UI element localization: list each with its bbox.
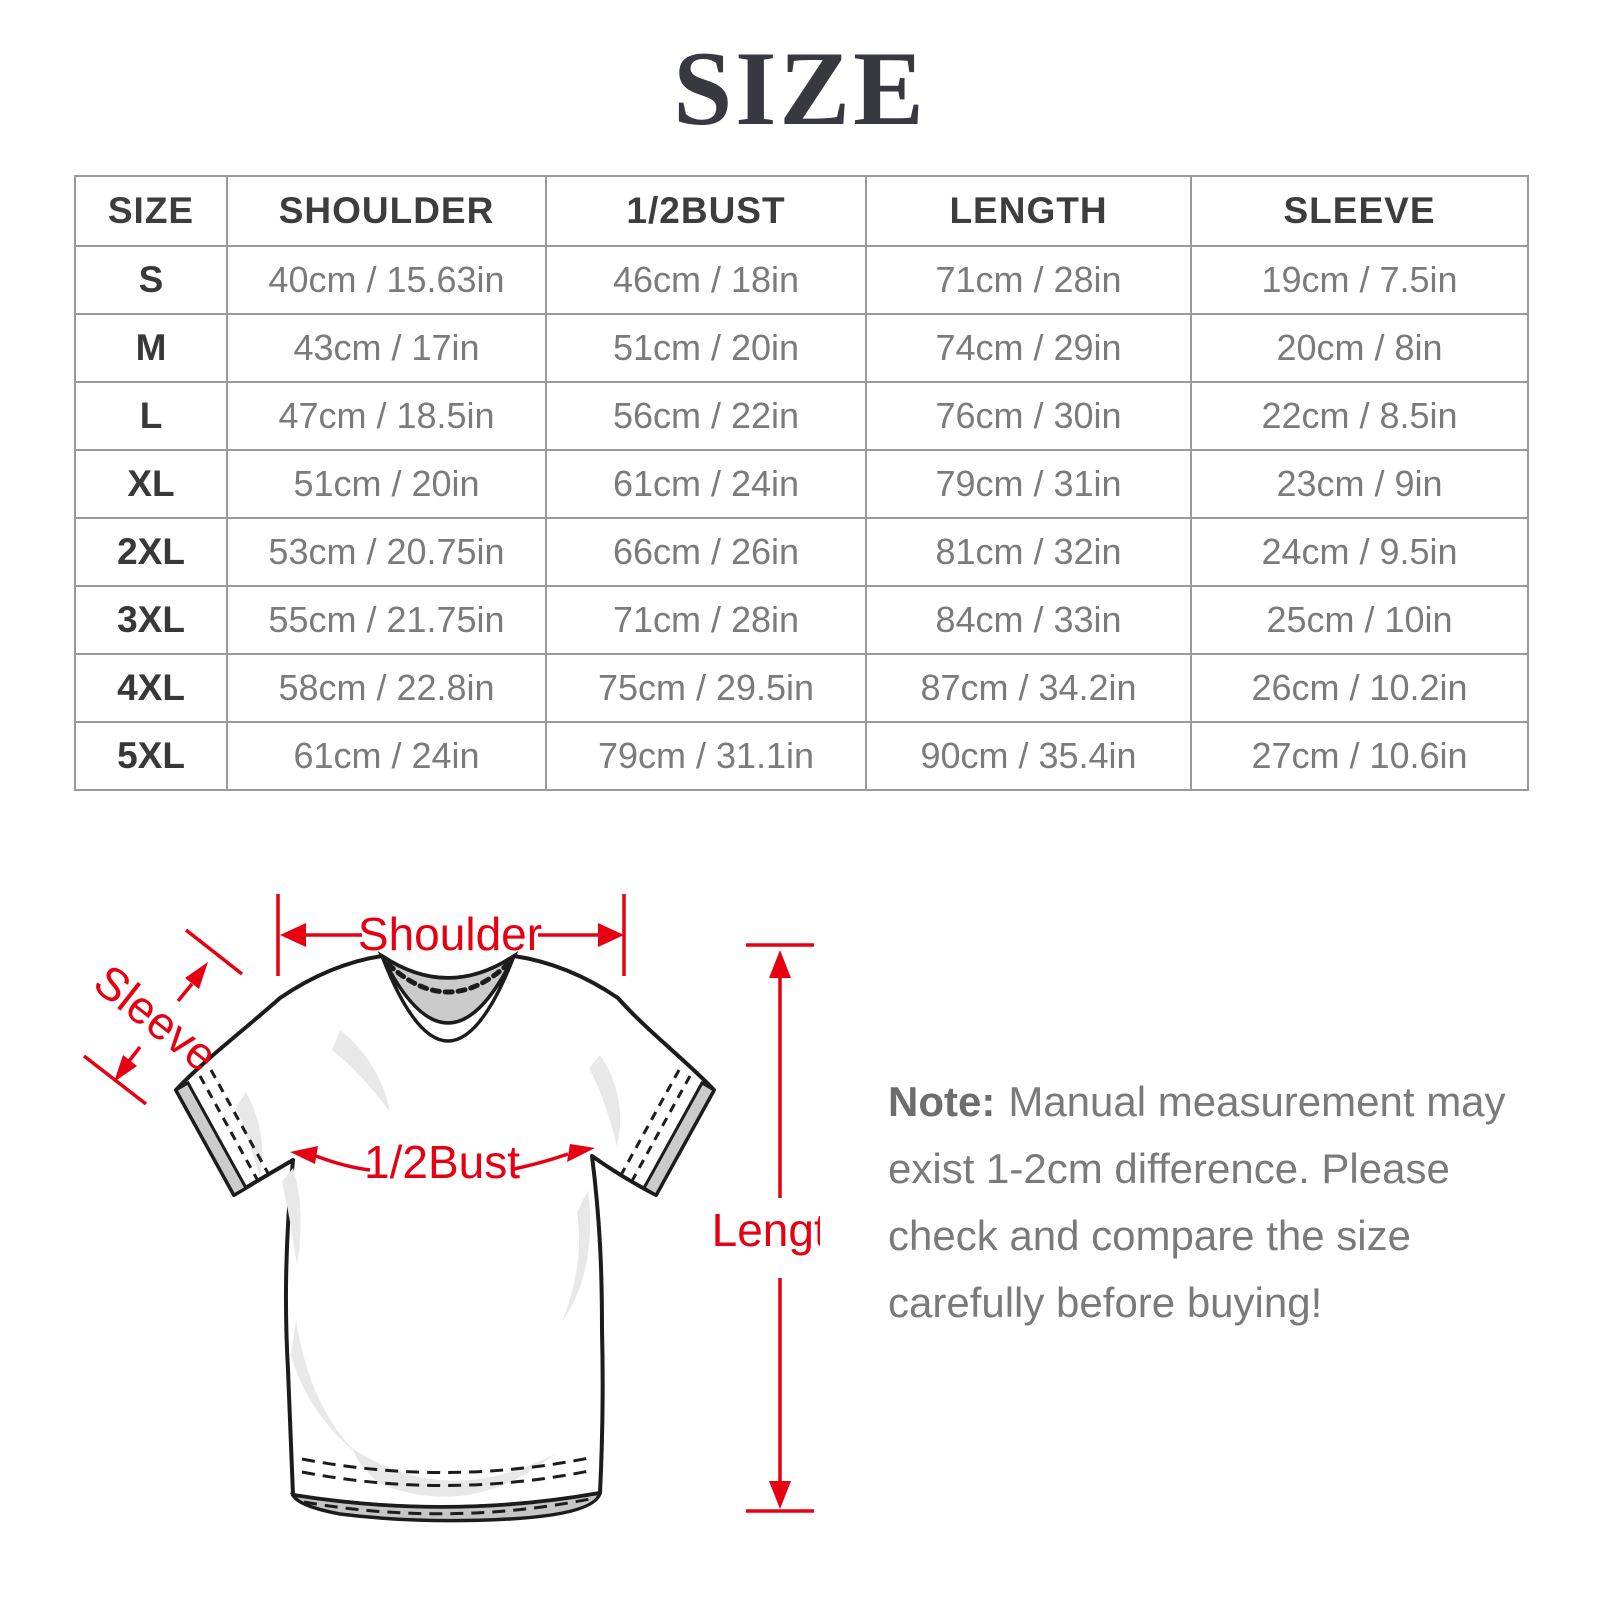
table-row: 4XL 58cm / 22.8in 75cm / 29.5in 87cm / 34.2…: [74, 653, 1529, 723]
sleeve-label: Sleeve: [85, 954, 228, 1082]
arrowhead: [567, 1144, 595, 1162]
arrowhead: [598, 923, 624, 947]
tshirt-measurement-illustration: Shoulder Sleeve 1/2Bust Length: [82, 894, 852, 1523]
bust-label: 1/2Bust: [364, 1136, 520, 1188]
measurement-cell: 56cm / 22in: [545, 381, 867, 451]
fabric-shading: [236, 1030, 621, 1497]
length-measure: [746, 943, 814, 1513]
measurement-cell: 51cm / 20in: [545, 313, 867, 383]
column-header-bust: 1/2BUST: [545, 175, 867, 247]
table-row: XL 51cm / 20in 61cm / 24in 79cm / 31in 23cm …: [74, 449, 1529, 519]
table-row: L 47cm / 18.5in 56cm / 22in 76cm / 30in 22cm…: [74, 381, 1529, 451]
measurement-cell: 84cm / 33in: [865, 585, 1192, 655]
measurement-cell: 79cm / 31in: [865, 449, 1192, 519]
table-row: 3XL 55cm / 21.75in 71cm / 28in 84cm / 33in 2…: [74, 585, 1529, 655]
right-cuff: [619, 1069, 717, 1198]
measurement-note: Note: Manual measurement may exist 1-2cm …: [888, 1068, 1528, 1336]
size-label-cell: M: [74, 313, 228, 383]
size-label-cell: L: [74, 381, 228, 451]
measurement-cell: 46cm / 18in: [545, 245, 867, 315]
collar-stitch-braid: [385, 961, 511, 995]
measurement-cell: 61cm / 24in: [545, 449, 867, 519]
measurement-cell: 27cm / 10.6in: [1190, 721, 1529, 791]
arrowhead: [280, 923, 306, 947]
size-label-cell: S: [74, 245, 228, 315]
shoulder-measure: [276, 894, 626, 976]
note-prefix: Note:: [888, 1078, 996, 1125]
measurement-cell: 75cm / 29.5in: [545, 653, 867, 723]
measurement-cell: 26cm / 10.2in: [1190, 653, 1529, 723]
measurement-cell: 66cm / 26in: [545, 517, 867, 587]
table-row: S 40cm / 15.63in 46cm / 18in 71cm / 28in 19c…: [74, 245, 1529, 315]
measurement-cell: 90cm / 35.4in: [865, 721, 1192, 791]
collar: [377, 950, 519, 1043]
measurement-cell: 51cm / 20in: [226, 449, 547, 519]
measurement-cell: 55cm / 21.75in: [226, 585, 547, 655]
measurement-cell: 81cm / 32in: [865, 517, 1192, 587]
measurement-cell: 40cm / 15.63in: [226, 245, 547, 315]
measurement-cell: 22cm / 8.5in: [1190, 381, 1529, 451]
size-label-cell: XL: [74, 449, 228, 519]
hem: [290, 1455, 603, 1523]
measurement-cell: 71cm / 28in: [545, 585, 867, 655]
arrowhead: [290, 1146, 318, 1164]
measurement-cell: 19cm / 7.5in: [1190, 245, 1529, 315]
table-row: M 43cm / 17in 51cm / 20in 74cm / 29in 20cm /…: [74, 313, 1529, 383]
measurement-cell: 76cm / 30in: [865, 381, 1192, 451]
measurement-cell: 53cm / 20.75in: [226, 517, 547, 587]
column-header-length: LENGTH: [865, 175, 1192, 247]
arrowhead: [114, 1055, 137, 1082]
arrowhead: [185, 962, 208, 989]
size-label-cell: 2XL: [74, 517, 228, 587]
column-header-sleeve: SLEEVE: [1190, 175, 1529, 247]
size-label-cell: 4XL: [74, 653, 228, 723]
hem-under-band: [290, 1490, 603, 1523]
measurement-cell: 74cm / 29in: [865, 313, 1192, 383]
measurement-cell: 58cm / 22.8in: [226, 653, 547, 723]
sleeve-tick-top: [184, 928, 244, 976]
size-label-cell: 3XL: [74, 585, 228, 655]
collar-rib-band: [380, 955, 516, 1043]
measurement-cell: 43cm / 17in: [226, 313, 547, 383]
shoulder-label: Shoulder: [358, 908, 542, 960]
size-table-body: S 40cm / 15.63in 46cm / 18in 71cm / 28in 19c…: [74, 245, 1529, 791]
measurement-cell: 23cm / 9in: [1190, 449, 1529, 519]
left-cuff: [173, 1069, 271, 1198]
measurement-cell: 20cm / 8in: [1190, 313, 1529, 383]
size-chart-table: SIZE SHOULDER 1/2BUST LENGTH SLEEVE S 40c…: [74, 175, 1529, 791]
column-header-size: SIZE: [74, 175, 228, 247]
measurement-cell: 61cm / 24in: [226, 721, 547, 791]
measurement-cell: 25cm / 10in: [1190, 585, 1529, 655]
arrowhead: [769, 1481, 791, 1509]
measurement-cell: 47cm / 18.5in: [226, 381, 547, 451]
table-row: 2XL 53cm / 20.75in 66cm / 26in 81cm / 32in 2…: [74, 517, 1529, 587]
note-text: Manual measurement may exist 1-2cm diffe…: [888, 1078, 1506, 1326]
size-label-cell: 5XL: [74, 721, 228, 791]
sleeve-measure: [82, 928, 244, 1106]
table-row: 5XL 61cm / 24in 79cm / 31.1in 90cm / 35.4in…: [74, 721, 1529, 791]
table-header-row: SIZE SHOULDER 1/2BUST LENGTH SLEEVE: [74, 175, 1529, 247]
measurement-cell: 24cm / 9.5in: [1190, 517, 1529, 587]
arrowhead: [769, 950, 791, 978]
page-title: SIZE: [673, 30, 927, 147]
measurement-cell: 87cm / 34.2in: [865, 653, 1192, 723]
measurement-diagram: Shoulder Sleeve 1/2Bust Length: [40, 850, 852, 1610]
bust-measure: [290, 1144, 595, 1172]
column-header-shoulder: SHOULDER: [226, 175, 547, 247]
measurement-cell: 79cm / 31.1in: [545, 721, 867, 791]
measurement-cell: 71cm / 28in: [865, 245, 1192, 315]
length-label: Length: [712, 1204, 820, 1256]
